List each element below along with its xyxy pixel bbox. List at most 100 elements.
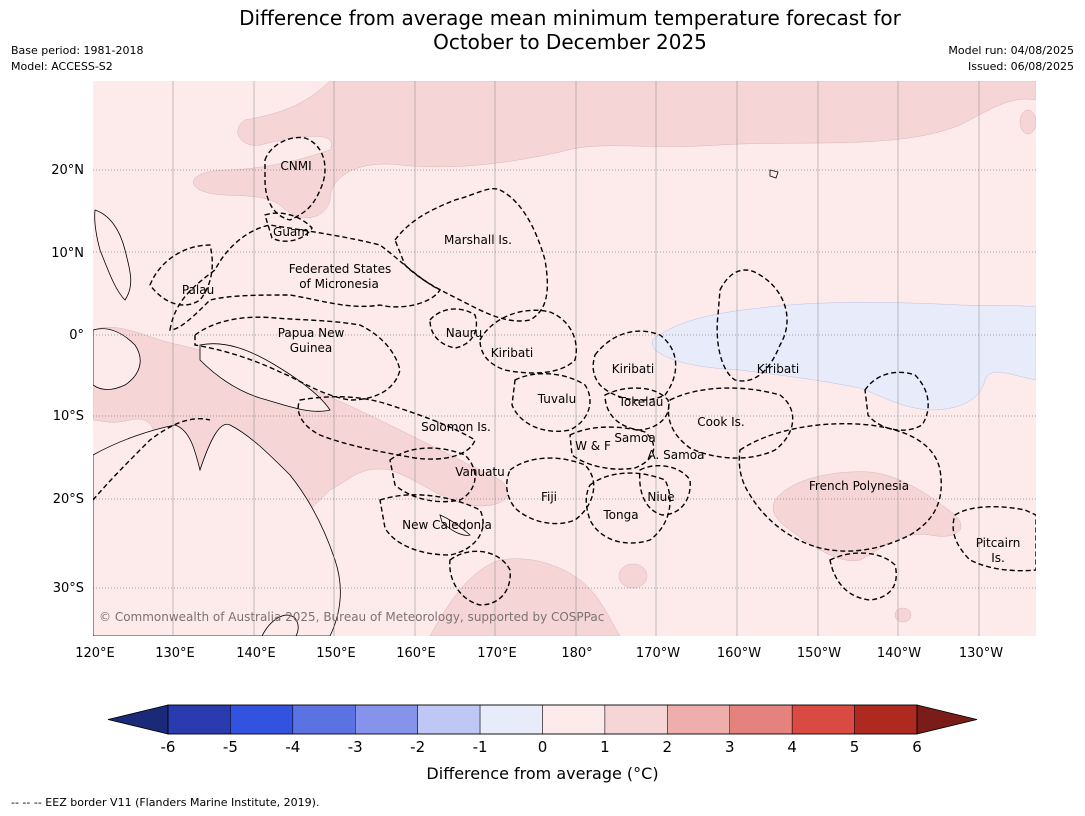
colorbar-segment — [479, 704, 543, 735]
lon-label-140e: 140°E — [236, 646, 276, 661]
label-pitcairn-1: Pitcairn — [976, 536, 1021, 550]
parallels — [93, 169, 1036, 589]
land-australia — [93, 423, 341, 636]
eez-cook — [667, 387, 794, 459]
label-png-1: Papua New — [278, 326, 345, 340]
colorbar-segment — [230, 704, 294, 735]
warm-patch-small — [618, 563, 648, 589]
colorbar-tick-label: 6 — [912, 738, 922, 756]
eez-legend-note: -- -- -- EEZ border V11 (Flanders Marine… — [11, 796, 320, 809]
land-hawaii — [769, 169, 779, 179]
label-kiribati-west: Kiribati — [491, 346, 533, 360]
label-asamoa: A. Samoa — [648, 448, 705, 462]
label-fsm-2: of Micronesia — [299, 277, 379, 291]
lat-label-30s: 30°S — [53, 581, 84, 596]
eez-kiribati-west — [479, 309, 577, 374]
land-new-caledonia — [439, 514, 471, 536]
eez-tokelau — [604, 387, 670, 431]
colorbar-segment — [542, 704, 606, 735]
title-line-1: Difference from average mean minimum tem… — [239, 6, 901, 30]
lon-label-160e: 160°E — [396, 646, 436, 661]
lon-label-150e: 150°E — [316, 646, 356, 661]
base-period: Base period: 1981-2018 — [11, 44, 144, 57]
eez-palau — [149, 244, 213, 306]
model-run: Model run: 04/08/2025 — [948, 44, 1074, 57]
colorbar-segment — [667, 704, 730, 735]
eez-kiribati-central — [592, 330, 677, 401]
eez-fiji — [506, 457, 595, 525]
lon-label-120e: 120°E — [75, 646, 115, 661]
colorbar-segment — [604, 704, 668, 735]
lon-label-180: 180° — [561, 646, 592, 661]
model-name: Model: ACCESS-S2 — [11, 60, 113, 73]
lon-label-170w: 170°W — [636, 646, 680, 661]
label-new-caledonia: New Caledonia — [402, 518, 492, 532]
land-new-guinea — [199, 343, 331, 412]
label-png-2: Guinea — [290, 341, 333, 355]
warm-patch-tiny — [894, 607, 912, 623]
label-palau: Palau — [182, 283, 214, 297]
map-panel: CNMI Guam Marshall Is. Federated States … — [93, 81, 1036, 636]
label-tonga: Tonga — [602, 508, 638, 522]
colorbar-segment — [355, 704, 418, 735]
colorbar: -6 -5 -4 -3 -2 -1 0 1 2 3 4 5 6 — [107, 704, 978, 756]
colorbar-tick-labels: -6 -5 -4 -3 -2 -1 0 1 2 3 4 5 6 — [161, 738, 922, 756]
land-new-zealand-tip — [261, 614, 299, 636]
eez-new-caledonia — [379, 494, 484, 556]
eez-kiribati-east — [716, 269, 788, 382]
colorbar-outline — [167, 704, 918, 735]
colorbar-tick-label: 4 — [787, 738, 797, 756]
copyright-text: © Commonwealth of Australia 2025, Bureau… — [99, 610, 604, 624]
lon-label-170e: 170°E — [477, 646, 517, 661]
warm-patch-ne — [1019, 109, 1036, 135]
colorbar-segment — [854, 704, 918, 735]
lat-label-0: 0° — [69, 328, 84, 343]
land-philippines — [94, 209, 132, 301]
eez-french-polynesia — [738, 423, 942, 552]
eez-fp-south — [829, 552, 897, 601]
label-niue: Niue — [647, 490, 674, 504]
label-cook: Cook Is. — [697, 415, 744, 429]
colorbar-tick-label: 2 — [663, 738, 673, 756]
colorbar-tick-label: 3 — [725, 738, 735, 756]
eez-australia — [93, 418, 211, 501]
label-samoa: Samoa — [614, 431, 655, 445]
lat-label-20s: 20°S — [53, 492, 84, 507]
issued-date: Issued: 06/08/2025 — [967, 60, 1074, 73]
land-masses — [93, 169, 779, 636]
label-fsm-1: Federated States — [289, 262, 391, 276]
lat-label-10s: 10°S — [53, 409, 84, 424]
land-borneo-sulawesi — [93, 328, 141, 390]
colorbar-tick-label: 1 — [600, 738, 610, 756]
colorbar-tick-label: -1 — [473, 738, 488, 756]
warm-region-south-east — [772, 471, 962, 562]
lon-labels: 120°E 130°E 140°E 150°E 160°E 170°E 180°… — [75, 646, 1003, 661]
lon-label-160w: 160°W — [717, 646, 761, 661]
label-guam: Guam — [273, 225, 309, 239]
colorbar-segment — [729, 704, 793, 735]
label-cnmi: CNMI — [280, 159, 311, 173]
label-marshall: Marshall Is. — [444, 233, 512, 247]
colorbar-tick-label: 0 — [538, 738, 548, 756]
title-line-2: October to December 2025 — [433, 30, 707, 54]
lon-label-150w: 150°W — [797, 646, 841, 661]
label-kiribati-central: Kiribati — [612, 362, 654, 376]
meta-right: Model run: 04/08/2025 Issued: 06/08/2025 — [948, 43, 1074, 75]
colorbar-segment — [417, 704, 481, 735]
label-tuvalu: Tuvalu — [537, 392, 577, 406]
colorbar-label: Difference from average (°C) — [426, 764, 659, 783]
colorbar-tick-label: 5 — [850, 738, 860, 756]
label-fiji: Fiji — [541, 490, 557, 504]
label-wf: W & F — [575, 439, 611, 453]
lon-label-130w: 130°W — [959, 646, 1003, 661]
label-french-polynesia: French Polynesia — [809, 479, 909, 493]
colorbar-overflow — [916, 704, 978, 735]
eez-pitcairn — [952, 506, 1036, 572]
eez-tuvalu — [511, 372, 591, 432]
lon-label-130e: 130°E — [155, 646, 195, 661]
colorbar-tick-label: -5 — [223, 738, 238, 756]
colorbar-tick-label: -2 — [410, 738, 425, 756]
lat-labels: 20°N 10°N 0° 10°S 20°S 30°S — [51, 163, 84, 596]
eez-tonga — [585, 472, 671, 544]
